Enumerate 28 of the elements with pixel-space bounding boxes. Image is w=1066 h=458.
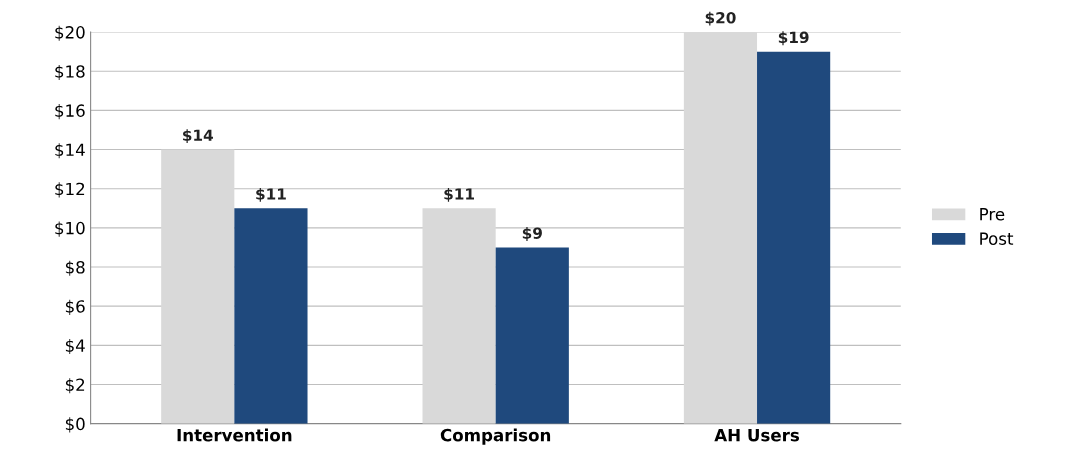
- y-tick-label: $20: [55, 25, 85, 41]
- data-label: $9: [522, 227, 542, 241]
- bar: [161, 149, 235, 424]
- y-tick-label: $16: [55, 104, 85, 120]
- y-tick-label: $10: [55, 221, 85, 237]
- bar: [683, 32, 758, 424]
- data-label: $11: [256, 187, 286, 202]
- data-label: $19: [778, 31, 809, 46]
- data-label: $11: [444, 187, 474, 202]
- y-tick-label: $0: [65, 417, 85, 433]
- y-tick-label: $2: [65, 378, 85, 394]
- legend-label: Pre: [980, 208, 1005, 221]
- y-tick-label: $8: [65, 260, 85, 276]
- y-tick-label: $6: [65, 299, 85, 315]
- y-tick-label: $18: [55, 64, 85, 80]
- legend-label: Post: [980, 232, 1014, 245]
- y-tick-label: $4: [65, 339, 85, 355]
- data-label: $20: [705, 11, 736, 26]
- x-tick-label: Intervention: [177, 428, 292, 442]
- x-tick-label: Comparison: [440, 428, 551, 445]
- data-label: $14: [183, 129, 213, 144]
- y-tick-label: $14: [55, 143, 85, 159]
- bar: [757, 51, 831, 424]
- bar: [422, 208, 496, 424]
- x-tick-label: AH Users: [714, 429, 800, 442]
- y-tick-label: $12: [55, 182, 85, 198]
- bar: [495, 247, 569, 424]
- bar: [234, 208, 308, 424]
